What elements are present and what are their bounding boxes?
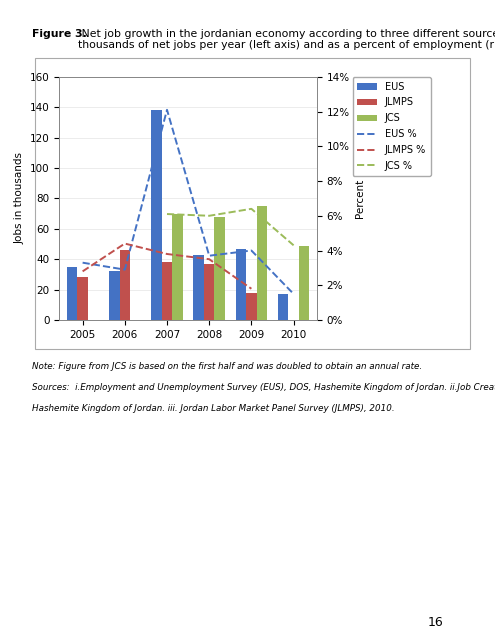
Text: Net job growth in the jordanian economy according to three different sources in
: Net job growth in the jordanian economy … — [78, 29, 495, 51]
Y-axis label: Jobs in thousands: Jobs in thousands — [14, 152, 24, 244]
Bar — [214, 216, 225, 320]
Bar — [119, 250, 130, 320]
Y-axis label: Percent: Percent — [355, 179, 365, 218]
Bar — [236, 248, 246, 320]
Bar — [151, 110, 162, 320]
Bar — [204, 264, 214, 320]
Text: Note: Figure from JCS is based on the first half and was doubled to obtain an an: Note: Figure from JCS is based on the fi… — [32, 362, 422, 371]
Bar — [67, 267, 77, 320]
Text: Figure 3.: Figure 3. — [32, 29, 87, 39]
Bar — [278, 294, 288, 320]
Text: 16: 16 — [428, 616, 444, 629]
Bar — [162, 262, 172, 320]
Text: Hashemite Kingdom of Jordan. iii. Jordan Labor Market Panel Survey (JLMPS), 2010: Hashemite Kingdom of Jordan. iii. Jordan… — [32, 404, 395, 413]
Text: Sources:  i.Employment and Unemployment Survey (EUS), DOS, Hashemite Kingdom of : Sources: i.Employment and Unemployment S… — [32, 383, 495, 392]
Bar — [109, 271, 119, 320]
Bar — [257, 206, 267, 320]
Bar — [246, 292, 257, 320]
Bar — [194, 255, 204, 320]
Bar — [299, 246, 309, 320]
Bar — [172, 214, 183, 320]
Bar — [77, 278, 88, 320]
Legend: EUS, JLMPS, JCS, EUS %, JLMPS %, JCS %: EUS, JLMPS, JCS, EUS %, JLMPS %, JCS % — [352, 77, 431, 176]
